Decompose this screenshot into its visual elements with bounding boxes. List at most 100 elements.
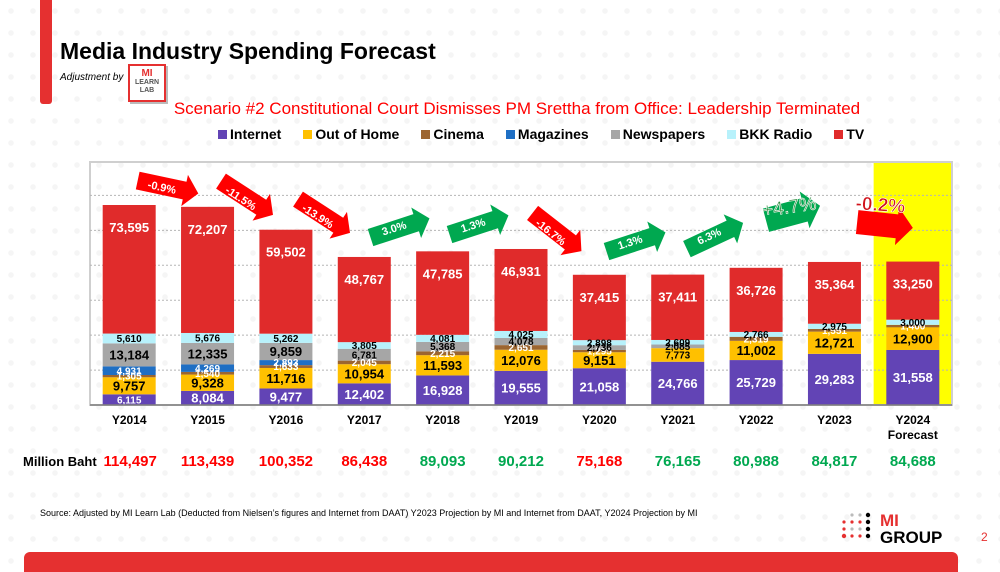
data-label: 21,058 (579, 379, 619, 394)
logo-dot (850, 513, 854, 517)
data-label: 24,766 (658, 376, 698, 391)
bar-segment-out-of-home (807, 331, 861, 354)
bar-segment-cinema (494, 345, 548, 350)
logo-dot (850, 527, 854, 531)
page-title: Media Industry Spending Forecast (60, 38, 436, 64)
bar-segment-cinema (337, 360, 391, 365)
bar-segment-bkk-radio (259, 333, 313, 343)
x-tick-label: Y2018 (425, 413, 460, 427)
total-value: 76,165 (655, 453, 701, 470)
bar-segment-internet (494, 370, 548, 405)
data-label: 11,716 (266, 371, 305, 386)
data-label: 36,726 (736, 283, 776, 298)
bar-segment-newspapers (651, 344, 705, 349)
data-label: 1,540 (195, 369, 220, 380)
data-label: 2,893 (273, 358, 298, 369)
bar-segment-out-of-home (259, 367, 313, 389)
bar-segment-internet (886, 349, 940, 405)
legend-swatch (303, 129, 313, 139)
data-label: 4,269 (195, 364, 220, 375)
logo-dot (841, 533, 847, 539)
total-value: 80,988 (733, 453, 779, 470)
bar-segment-tv (651, 274, 705, 340)
total-value: 84,688 (890, 453, 936, 470)
data-label: 31,558 (893, 370, 933, 385)
arrow-shape (216, 173, 273, 221)
data-label: 12,076 (501, 353, 541, 368)
adjustment-label: Adjustment by (60, 72, 124, 83)
bar-segment-internet (102, 394, 156, 405)
data-label: 12,721 (815, 335, 855, 350)
bar-segment-tv (416, 251, 470, 335)
data-label: 9,151 (583, 353, 616, 368)
bar-segment-cinema (886, 324, 940, 328)
bar-segment-out-of-home (494, 349, 548, 371)
total-value: 113,439 (181, 453, 234, 470)
data-label: 1,400 (900, 322, 925, 333)
growth-arrow-up-icon (446, 204, 509, 244)
bar-segment-tv (572, 274, 626, 341)
bar-segment-cinema (181, 371, 235, 375)
data-label: 4,931 (117, 366, 142, 377)
data-label: 2,609 (665, 338, 690, 349)
legend-label: Internet (230, 126, 282, 142)
bar-segment-tv (259, 229, 313, 334)
brand-line1: MI (880, 511, 899, 530)
logo-dot (842, 527, 846, 531)
growth-arrow-up-icon (367, 207, 430, 247)
data-label: 35,364 (815, 277, 856, 292)
logo-dot (865, 533, 871, 539)
total-value: 89,093 (420, 453, 466, 470)
totals-unit-label: Million Baht (23, 454, 97, 469)
data-label: 25,729 (736, 375, 776, 390)
legend-item-magazines: Magazines (505, 126, 589, 142)
bar-segment-internet (416, 375, 470, 405)
bar-segment-out-of-home (572, 352, 626, 369)
data-label: 2,898 (587, 338, 612, 349)
bar-segment-out-of-home (102, 377, 156, 395)
total-value: 86,438 (341, 453, 387, 470)
bar-segment-tv (807, 261, 861, 324)
data-label: 8,084 (191, 391, 224, 406)
bar-segment-internet (651, 361, 705, 405)
data-label: 13,184 (109, 348, 150, 363)
legend-item-bkk-radio: BKK Radio (727, 126, 812, 142)
data-label: 11,002 (737, 343, 776, 358)
data-label: 6,781 (352, 350, 377, 361)
decline-arrow-icon (855, 207, 913, 246)
data-label: 12,900 (893, 331, 933, 346)
bar-segment-tv (181, 206, 235, 333)
data-label: 11,593 (423, 358, 462, 373)
arrow-shape (855, 207, 913, 246)
bar-segment-internet (807, 353, 861, 405)
legend-label: TV (846, 126, 865, 142)
legend-label: Out of Home (315, 126, 400, 142)
bar-segment-tv (729, 267, 783, 332)
bar-segment-tv (886, 261, 940, 320)
arrow-shape (367, 207, 430, 247)
bar-segment-bkk-radio (729, 331, 783, 337)
arrow-shape (446, 204, 509, 244)
arrow-shape (762, 191, 821, 232)
data-label: 9,859 (270, 344, 303, 359)
bar-segment-newspapers (102, 343, 156, 367)
bar-segment-bkk-radio (572, 340, 626, 346)
bar-segment-tv (494, 248, 548, 331)
legend-swatch (505, 129, 515, 139)
bar-segment-cinema (572, 349, 626, 353)
x-tick-label: Y2022 (739, 413, 774, 427)
bar-segment-out-of-home (729, 340, 783, 361)
logo-dot (865, 519, 871, 525)
arrow-shape (683, 214, 744, 258)
bar-segment-newspapers (572, 345, 626, 350)
decline-arrow-icon (527, 205, 582, 256)
data-label: 9,477 (270, 389, 303, 404)
bar-segment-out-of-home (181, 374, 235, 391)
page-number: 2 (981, 530, 988, 544)
legend-item-cinema: Cinema (421, 126, 484, 142)
bar-segment-tv (337, 256, 391, 343)
data-label: 12,402 (344, 387, 384, 402)
data-label: 9,328 (191, 375, 224, 390)
growth-arrow-up-icon (603, 221, 666, 261)
bar-segment-cinema (807, 328, 861, 332)
